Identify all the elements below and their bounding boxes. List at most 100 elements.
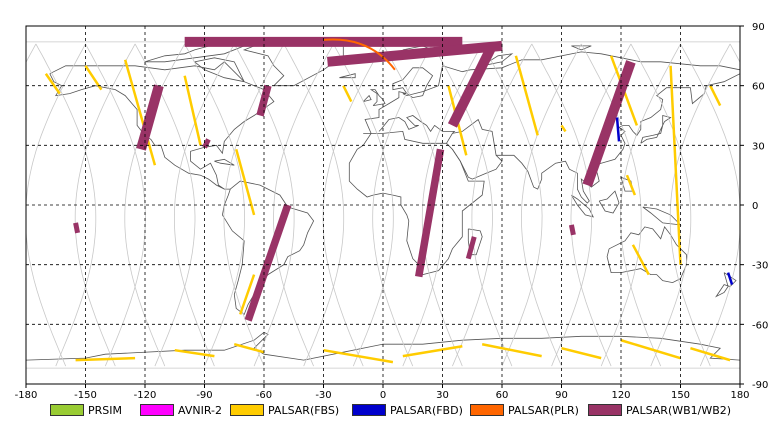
ground-track (372, 43, 433, 367)
legend-swatch (588, 404, 622, 416)
legend-item-palsar-fbs: PALSAR(FBS) (230, 402, 339, 418)
fbs-swath (239, 274, 256, 315)
fbs-swath (514, 55, 539, 136)
fbs-swath (669, 65, 682, 265)
ground-track (432, 43, 493, 367)
ground-track (570, 43, 632, 367)
coastline (363, 51, 740, 134)
coastline (49, 61, 275, 190)
fbs-swath (620, 339, 681, 360)
plr-swath (323, 38, 396, 71)
coastline (640, 114, 672, 144)
wb-swath (136, 84, 164, 151)
fbs-swath (323, 348, 394, 364)
y-tick-label: 30 (752, 141, 765, 152)
legend-item-palsar-plr: PALSAR(PLR) (470, 402, 579, 418)
y-tick-label: 90 (752, 22, 765, 33)
coastline (362, 94, 372, 102)
fbs-swath (560, 124, 567, 133)
x-tick-label: 150 (671, 390, 690, 401)
fbs-swath (625, 174, 637, 196)
y-tick-label: 0 (752, 201, 758, 212)
legend-label: PALSAR(PLR) (508, 403, 579, 417)
x-tick-label: 120 (611, 390, 630, 401)
x-tick-label: -90 (196, 390, 212, 401)
fbd-swath (726, 272, 734, 285)
coastline (481, 53, 514, 67)
legend-item-avnir2: AVNIR-2 (140, 402, 222, 418)
wb-swath (202, 138, 211, 149)
fbs-swath (174, 348, 215, 358)
coastline (571, 45, 592, 51)
coastline (496, 73, 740, 204)
x-tick-label: 30 (436, 390, 449, 401)
y-tick-label: -60 (752, 320, 768, 331)
ground-track (481, 43, 543, 367)
legend-swatch (470, 404, 504, 416)
y-tick-label: 60 (752, 82, 765, 93)
y-tick-label: -30 (752, 261, 768, 272)
coastline (348, 130, 485, 276)
coastline (571, 194, 594, 218)
tick-labels: -180 -150 -120 -90 -60 -30 0 30 60 90 120 150 180 90 6… (15, 22, 769, 401)
ground-track (630, 43, 692, 367)
ground-track (520, 43, 582, 367)
coastline (26, 331, 740, 361)
ground-track (680, 43, 740, 367)
coastline (467, 228, 483, 256)
fbd-swath (615, 117, 621, 142)
ground-track (26, 43, 86, 367)
wb-swath (327, 40, 503, 67)
legend-swatch (230, 404, 264, 416)
coastline (214, 158, 235, 166)
wb-swath (244, 203, 292, 322)
fbs-swath (631, 244, 650, 276)
coastline (339, 73, 356, 79)
x-tick-label: -150 (74, 390, 97, 401)
ground-track-layer (26, 41, 740, 369)
legend-swatch (352, 404, 386, 416)
coastline (715, 272, 737, 298)
fbs-swath (75, 356, 136, 362)
coastline (642, 206, 682, 226)
fbs-swath (481, 342, 542, 358)
x-tick-label: -120 (134, 390, 157, 401)
x-tick-label: -30 (315, 390, 331, 401)
ground-track (35, 43, 97, 367)
y-tick-label: -90 (752, 380, 768, 391)
coastline (193, 57, 245, 83)
fbs-swath (561, 346, 602, 360)
x-tick-label: 60 (496, 390, 509, 401)
wb-swath (582, 60, 636, 187)
legend: PRSIM AVNIR-2 PALSAR(FBS) PALSAR(FBD) PA… (0, 402, 770, 424)
acquisition-layer (44, 36, 734, 364)
legend-label: PALSAR(WB1/WB2) (626, 403, 732, 417)
ground-track (174, 43, 235, 367)
legend-item-palsar-wb: PALSAR(WB1/WB2) (588, 402, 731, 418)
fbs-swath (342, 85, 353, 103)
legend-item-prism: PRSIM (50, 402, 122, 418)
ground-track (322, 43, 384, 367)
fbs-swath (709, 85, 722, 107)
coastline (452, 118, 503, 180)
legend-label: AVNIR-2 (178, 403, 222, 417)
graticule-layer (26, 26, 740, 384)
ground-track (85, 43, 146, 367)
fbs-swath (402, 344, 463, 358)
coastline (369, 89, 386, 106)
x-tick-label: 90 (555, 390, 568, 401)
coastline (221, 180, 315, 316)
plot-frame (25, 25, 744, 388)
wb-swath (415, 148, 445, 278)
coastline (378, 115, 456, 144)
x-tick-label: 0 (380, 390, 386, 401)
x-tick-label: 180 (730, 390, 749, 401)
wb-swath (465, 236, 477, 260)
coastline (598, 190, 620, 214)
coastline (606, 226, 687, 284)
ground-track (283, 43, 345, 367)
legend-swatch (140, 404, 174, 416)
fbs-swath (123, 59, 157, 166)
